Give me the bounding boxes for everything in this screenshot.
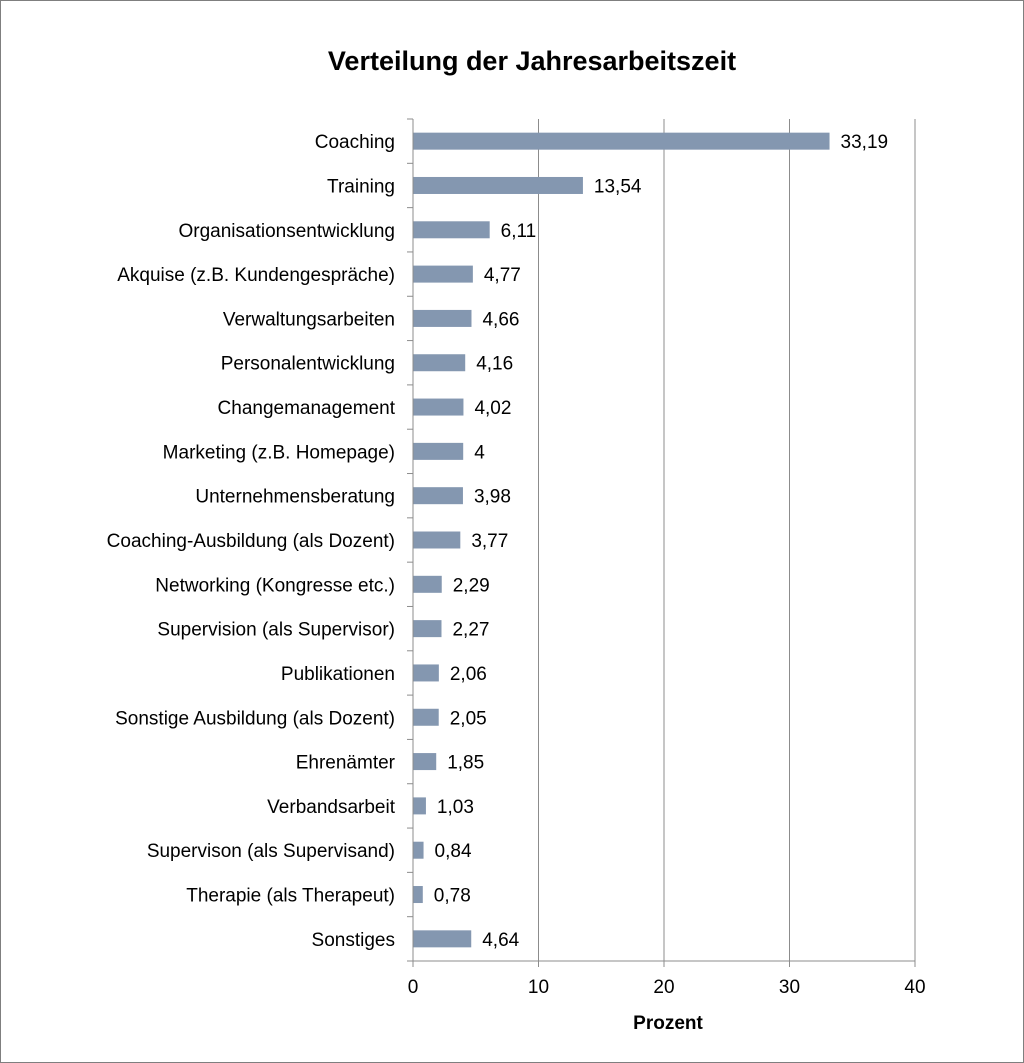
labels: 0 10 20 30 40 Coaching 33,19 Training 13,54 Organ… xyxy=(107,132,926,998)
data-label: 2,05 xyxy=(450,708,487,729)
data-label: 2,06 xyxy=(450,664,487,685)
bar xyxy=(413,930,472,948)
category-label: Marketing (z.B. Homepage) xyxy=(163,442,395,463)
category-label: Networking (Kongresse etc.) xyxy=(155,575,395,596)
category-label: Changemanagement xyxy=(218,398,396,419)
bar xyxy=(413,176,583,194)
bar xyxy=(413,620,442,638)
bar xyxy=(413,531,461,549)
gridlines xyxy=(538,119,916,961)
data-label: 33,19 xyxy=(841,132,889,153)
bar xyxy=(413,841,424,859)
category-label: Coaching xyxy=(315,132,395,153)
category-label: Supervison (als Supervisand) xyxy=(147,841,395,862)
category-label: Verbandsarbeit xyxy=(267,797,396,818)
category-label: Training xyxy=(327,176,395,197)
category-label: Coaching-Ausbildung (als Dozent) xyxy=(107,531,395,552)
category-label: Therapie (als Therapeut) xyxy=(186,886,395,907)
axes xyxy=(407,118,916,967)
data-label: 0,78 xyxy=(434,886,471,907)
bar xyxy=(413,753,437,771)
data-label: 2,29 xyxy=(453,575,490,596)
x-tick-label: 0 xyxy=(408,977,419,998)
category-label: Sonstige Ausbildung (als Dozent) xyxy=(115,708,395,729)
x-tick-label: 10 xyxy=(528,977,549,998)
x-tick-label: 20 xyxy=(653,977,674,998)
data-label: 2,27 xyxy=(452,620,489,641)
data-label: 1,03 xyxy=(437,797,474,818)
data-label: 13,54 xyxy=(594,176,642,197)
bar xyxy=(413,708,439,726)
bar xyxy=(413,265,473,283)
data-label: 4,02 xyxy=(474,398,511,419)
x-axis-title: Prozent xyxy=(633,1013,703,1034)
data-label: 4,16 xyxy=(476,354,513,375)
chart-title: Verteilung der Jahresarbeitszeit xyxy=(328,46,736,76)
category-label: Supervision (als Supervisor) xyxy=(157,620,395,641)
bar xyxy=(413,664,439,682)
category-label: Publikationen xyxy=(281,664,395,685)
category-label: Ehrenämter xyxy=(296,753,396,774)
bar xyxy=(413,575,442,593)
category-label: Verwaltungsarbeiten xyxy=(223,309,395,330)
data-label: 3,98 xyxy=(474,487,511,508)
bar xyxy=(413,132,830,150)
bar xyxy=(413,221,490,239)
data-label: 4,77 xyxy=(484,265,521,286)
category-label: Unternehmensberatung xyxy=(195,487,395,508)
bar xyxy=(413,354,466,372)
data-label: 3,77 xyxy=(471,531,508,552)
category-label: Organisationsentwicklung xyxy=(178,221,395,242)
data-label: 0,84 xyxy=(435,841,472,862)
category-label: Sonstiges xyxy=(312,930,395,951)
bar xyxy=(413,487,463,505)
category-label: Akquise (z.B. Kundengespräche) xyxy=(117,265,395,286)
bar xyxy=(413,398,464,416)
bar xyxy=(413,442,464,460)
data-label: 1,85 xyxy=(447,753,484,774)
data-label: 4,66 xyxy=(482,309,519,330)
bar xyxy=(413,309,472,327)
data-label: 4,64 xyxy=(482,930,519,951)
x-tick-label: 30 xyxy=(779,977,800,998)
x-tick-label: 40 xyxy=(904,977,925,998)
bars xyxy=(413,132,830,948)
bar xyxy=(413,886,423,904)
bar xyxy=(413,797,426,815)
data-label: 4 xyxy=(474,442,485,463)
category-label: Personalentwicklung xyxy=(221,354,395,375)
data-label: 6,11 xyxy=(501,221,537,242)
